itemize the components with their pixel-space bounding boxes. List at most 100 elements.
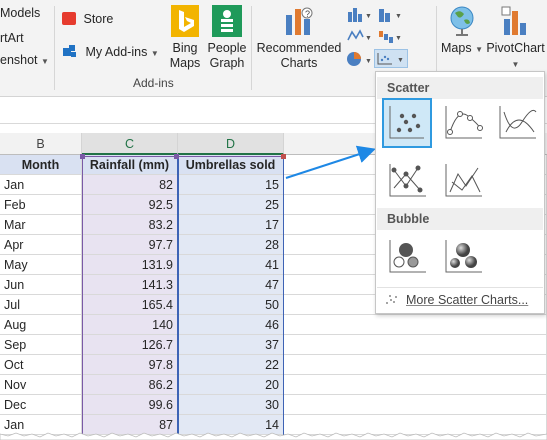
recommended-charts-label-1: Recommended bbox=[256, 41, 342, 55]
cell-umbrellas[interactable]: 30 bbox=[178, 395, 284, 415]
scatter-smooth-lines-option[interactable] bbox=[492, 98, 542, 148]
more-scatter-charts-link[interactable]: More Scatter Charts... bbox=[384, 292, 528, 307]
models-item[interactable]: Models bbox=[0, 6, 41, 20]
smartart-item[interactable]: rtArt bbox=[0, 31, 24, 45]
hierarchy-chart-icon: ▼ bbox=[379, 9, 402, 22]
separator bbox=[54, 6, 55, 90]
cell-month[interactable]: Apr bbox=[0, 235, 82, 255]
column-header-b[interactable]: B bbox=[0, 133, 82, 155]
cell-month[interactable]: Jan bbox=[0, 415, 82, 435]
cell-umbrellas[interactable]: 46 bbox=[178, 315, 284, 335]
bing-icon bbox=[171, 5, 199, 37]
cell-month[interactable]: Nov bbox=[0, 375, 82, 395]
pivotchart-button[interactable]: PivotChart ▼ bbox=[484, 5, 547, 72]
line-chart-button[interactable]: ▼ bbox=[346, 28, 374, 49]
scatter-basic-option[interactable] bbox=[382, 98, 432, 148]
column-chart-icon: ▼ bbox=[348, 8, 372, 22]
scatter-dropdown: Scatter Bubble More Scatter Charts... bbox=[375, 71, 545, 314]
svg-text:?: ? bbox=[305, 9, 310, 19]
chevron-down-icon: ▼ bbox=[511, 60, 520, 69]
svg-text:▼: ▼ bbox=[395, 35, 402, 42]
maps-button[interactable]: Maps ▼ bbox=[440, 5, 484, 57]
scatter-markers-icon bbox=[389, 106, 424, 139]
separator bbox=[436, 6, 437, 90]
cell-rainfall[interactable]: 92.5 bbox=[82, 195, 178, 215]
column-chart-button[interactable]: ▼ bbox=[346, 6, 374, 27]
cell-rainfall[interactable]: 86.2 bbox=[82, 375, 178, 395]
scatter-smooth-markers-option[interactable] bbox=[438, 98, 488, 148]
recommended-charts-icon: ? bbox=[283, 5, 315, 37]
waterfall-chart-icon: ▼ bbox=[379, 31, 402, 43]
header-cell-rainfall[interactable]: Rainfall (mm) bbox=[82, 155, 178, 175]
maps-label: Maps ▼ bbox=[441, 41, 483, 55]
scatter-straight-markers-option[interactable] bbox=[382, 156, 432, 206]
bing-maps-label-2: Maps bbox=[169, 56, 201, 70]
cell-rainfall[interactable]: 131.9 bbox=[82, 255, 178, 275]
separator bbox=[251, 6, 252, 90]
people-graph-button[interactable]: People Graph bbox=[205, 5, 249, 71]
cell-month[interactable]: Sep bbox=[0, 335, 82, 355]
scatter-chart-icon: ▼ bbox=[377, 53, 404, 65]
chevron-down-icon: ▼ bbox=[475, 45, 483, 54]
cell-month[interactable]: Jun bbox=[0, 275, 82, 295]
cell-rainfall[interactable]: 141.3 bbox=[82, 275, 178, 295]
column-header-d[interactable]: D bbox=[178, 133, 284, 155]
cell-month[interactable]: Dec bbox=[0, 395, 82, 415]
cell-rainfall[interactable]: 126.7 bbox=[82, 335, 178, 355]
people-graph-label-1: People bbox=[207, 41, 247, 55]
bing-maps-button[interactable]: Bing Maps bbox=[165, 5, 205, 71]
hierarchy-chart-button[interactable]: ▼ bbox=[377, 6, 405, 27]
svg-text:▼: ▼ bbox=[395, 13, 402, 20]
more-scatter-charts-label: More Scatter Charts... bbox=[406, 293, 529, 307]
chevron-down-icon: ▼ bbox=[150, 49, 159, 58]
store-label: Store bbox=[83, 12, 114, 26]
pie-chart-button[interactable]: ▼ bbox=[346, 51, 374, 72]
my-addins-label: My Add-ins bbox=[85, 45, 148, 59]
bubble-icon bbox=[389, 240, 426, 273]
store-button[interactable]: Store bbox=[62, 12, 113, 26]
cell-umbrellas[interactable]: 17 bbox=[178, 215, 284, 235]
cell-rainfall[interactable]: 83.2 bbox=[82, 215, 178, 235]
bubble-option[interactable] bbox=[382, 232, 432, 282]
scatter-straight-lines-option[interactable] bbox=[438, 156, 488, 206]
svg-text:▼: ▼ bbox=[397, 57, 404, 64]
cell-rainfall[interactable]: 97.7 bbox=[82, 235, 178, 255]
dropdown-divider bbox=[377, 287, 543, 288]
scatter-smooth-lines-icon bbox=[499, 106, 537, 139]
my-addins-button[interactable]: My Add-ins ▼ bbox=[62, 44, 159, 62]
globe-icon bbox=[446, 5, 478, 37]
bing-maps-label-1: Bing bbox=[172, 41, 198, 55]
cell-month[interactable]: Mar bbox=[0, 215, 82, 235]
cell-umbrellas[interactable]: 20 bbox=[178, 375, 284, 395]
chevron-down-icon: ▼ bbox=[41, 57, 49, 66]
cell-month[interactable]: May bbox=[0, 255, 82, 275]
scatter-chart-button[interactable]: ▼ bbox=[374, 49, 408, 68]
column-header-c[interactable]: C bbox=[82, 133, 178, 155]
scatter-straight-lines-icon bbox=[445, 164, 482, 197]
cell-rainfall[interactable]: 140 bbox=[82, 315, 178, 335]
cell-month[interactable]: Jul bbox=[0, 295, 82, 315]
recommended-charts-button[interactable]: ? Recommended Charts bbox=[255, 5, 343, 71]
bubble-heading: Bubble bbox=[377, 208, 543, 230]
cell-month[interactable]: Jan bbox=[0, 175, 82, 195]
cell-month[interactable]: Aug bbox=[0, 315, 82, 335]
header-cell-umbrellas[interactable]: Umbrellas sold bbox=[178, 155, 284, 175]
header-cell-month[interactable]: Month bbox=[0, 155, 82, 175]
worksheet: B C D Month Rainfall (mm) Umbrellas sold Ja… bbox=[0, 133, 547, 440]
svg-text:▼: ▼ bbox=[365, 58, 372, 65]
waterfall-chart-button[interactable]: ▼ bbox=[377, 28, 405, 49]
addins-icon bbox=[62, 44, 78, 62]
bubble-3d-option[interactable] bbox=[438, 232, 488, 282]
pie-chart-icon: ▼ bbox=[347, 52, 372, 66]
scatter-smooth-markers-icon bbox=[445, 106, 483, 139]
cell-month[interactable]: Feb bbox=[0, 195, 82, 215]
recommended-charts-label-2: Charts bbox=[280, 56, 318, 70]
cell-umbrellas[interactable]: 37 bbox=[178, 335, 284, 355]
cell-umbrellas[interactable]: 15 bbox=[178, 175, 284, 195]
scatter-straight-markers-icon bbox=[389, 164, 426, 197]
screenshot-label: enshot bbox=[0, 53, 38, 67]
cell-month[interactable]: Oct bbox=[0, 355, 82, 375]
screenshot-item[interactable]: enshot ▼ bbox=[0, 53, 49, 67]
more-charts-icon bbox=[386, 295, 397, 304]
cell-rainfall[interactable]: 165.4 bbox=[82, 295, 178, 315]
